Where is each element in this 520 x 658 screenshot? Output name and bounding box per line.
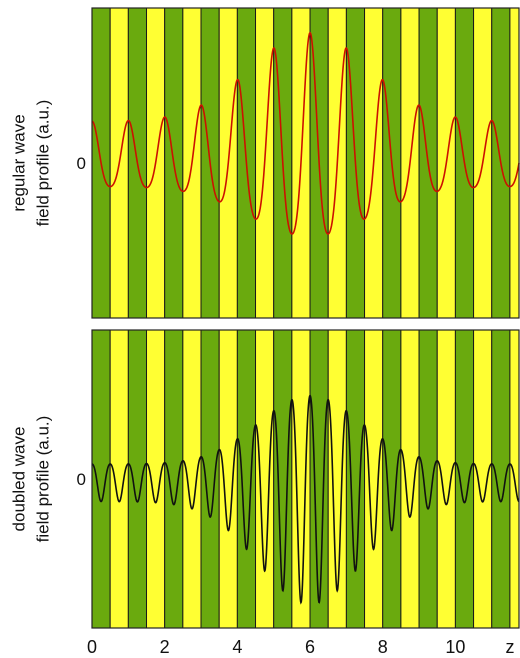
x-tick-label: 2 bbox=[160, 637, 170, 657]
x-tick-label: 10 bbox=[445, 637, 465, 657]
stripe-yellow bbox=[400, 329, 420, 629]
stripe-yellow bbox=[146, 329, 166, 629]
stripe-yellow bbox=[364, 329, 384, 629]
y-tick-zero: 0 bbox=[77, 470, 86, 489]
y-axis-label-line2: field profile (a.u.) bbox=[33, 416, 52, 543]
curve-layer bbox=[91, 394, 520, 605]
stripe-yellow bbox=[509, 7, 520, 319]
stripe-yellow bbox=[182, 329, 202, 629]
x-tick-label: 6 bbox=[305, 637, 315, 657]
stripe-green bbox=[345, 329, 366, 629]
stripe-green bbox=[418, 329, 438, 629]
stripe-green bbox=[309, 329, 329, 629]
stripe-green bbox=[491, 329, 511, 629]
stripe-green bbox=[127, 329, 148, 629]
stripe-green bbox=[273, 329, 293, 629]
stripe-green bbox=[382, 329, 402, 629]
x-axis-label: z bbox=[506, 637, 515, 657]
stripe-green bbox=[164, 329, 184, 629]
stripe-yellow bbox=[473, 329, 493, 629]
regular-wave-curve bbox=[91, 31, 520, 235]
stripe-yellow bbox=[291, 329, 311, 629]
stripe-green bbox=[200, 329, 220, 629]
x-tick-label: 0 bbox=[87, 637, 97, 657]
stripe-yellow bbox=[327, 329, 347, 629]
x-tick-label: 8 bbox=[378, 637, 388, 657]
stripe-green bbox=[236, 329, 257, 629]
plot-frame bbox=[91, 329, 520, 629]
y-axis-label-line1: regular wave bbox=[9, 114, 28, 211]
stripe-yellow bbox=[109, 329, 129, 629]
doubled-wave-curve bbox=[91, 394, 520, 605]
curve-layer bbox=[91, 31, 520, 235]
stripe-yellow bbox=[436, 329, 456, 629]
panel-bottom-doubled-wave: doubled wave field profile (a.u.) 0 0 2 4 6… bbox=[9, 329, 520, 657]
panel-top-regular-wave: regular wave field profile (a.u.) 0 bbox=[9, 7, 520, 319]
y-tick-zero: 0 bbox=[77, 154, 86, 173]
plot-frame bbox=[91, 7, 520, 319]
x-tick-labels: 0 2 4 6 8 10 bbox=[87, 637, 465, 657]
x-tick-label: 4 bbox=[232, 637, 242, 657]
stripe-yellow bbox=[255, 329, 275, 629]
stripe-green bbox=[454, 329, 475, 629]
y-axis-label-line2: field profile (a.u.) bbox=[33, 100, 52, 227]
stripe-yellow bbox=[218, 329, 238, 629]
y-axis-label-line1: doubled wave bbox=[9, 427, 28, 532]
stripe-green bbox=[91, 329, 111, 629]
